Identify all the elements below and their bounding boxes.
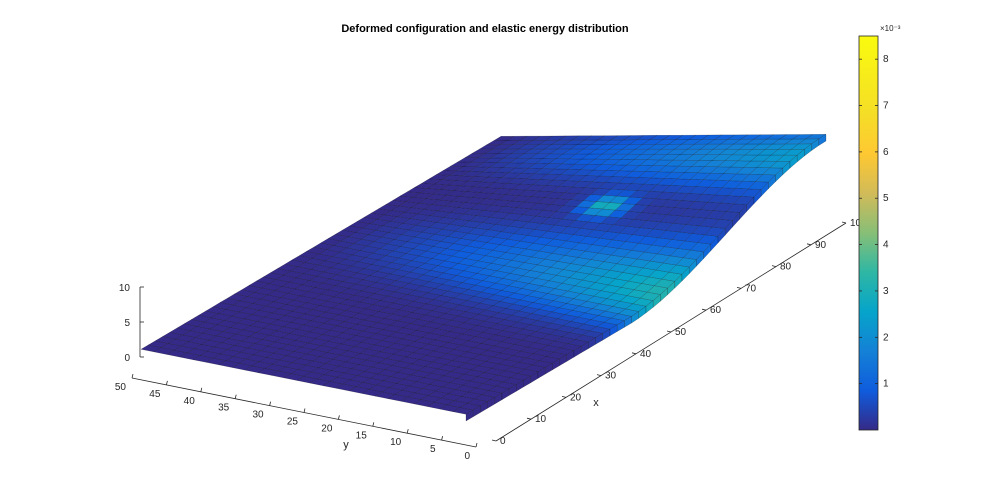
z-tick-label: 10: [119, 283, 131, 294]
y-tick-label: 50: [115, 382, 127, 393]
y-tick-label: 25: [287, 417, 299, 428]
x-tick-mark: [561, 396, 567, 398]
x-tick-label: 90: [815, 240, 827, 251]
x-tick-mark: [596, 374, 602, 376]
colorbar-tick-label: 4: [883, 240, 889, 251]
surface-side-cell: [818, 134, 827, 146]
z-tick-label: 5: [124, 318, 130, 329]
x-tick-mark: [526, 417, 532, 420]
x-tick-label: 50: [675, 327, 687, 338]
x-tick-mark: [771, 265, 777, 267]
x-tick-mark: [841, 221, 847, 224]
colorbar-gradient: [858, 35, 879, 431]
colorbar-tick-label: 1: [883, 379, 889, 390]
y-tick-label: 5: [430, 444, 436, 455]
x-axis-label: x: [593, 397, 599, 409]
x-tick-label: 70: [745, 283, 757, 294]
x-tick-label: 10: [535, 414, 547, 425]
y-tick-mark: [372, 422, 375, 427]
y-tick-label: 45: [149, 389, 161, 400]
y-tick-mark: [131, 373, 134, 379]
x-tick-mark: [631, 352, 637, 355]
axes: 0102030405060708090100051015202530354045…: [115, 218, 867, 462]
colorbar-multiplier: ×10⁻³: [880, 24, 901, 33]
y-tick-mark: [269, 401, 271, 406]
x-tick-mark: [806, 243, 812, 246]
y-tick-label: 15: [356, 430, 368, 441]
y-tick-mark: [303, 408, 306, 413]
y-tick-label: 30: [252, 410, 264, 421]
x-tick-mark: [701, 308, 707, 311]
colorbar-tick-label: 7: [883, 101, 889, 112]
x-tick-mark: [491, 439, 497, 442]
chart-title: Deformed configuration and elastic energ…: [341, 23, 629, 35]
x-tick-mark: [736, 287, 742, 289]
y-tick-label: 20: [321, 423, 333, 434]
y-tick-label: 10: [390, 437, 402, 448]
colorbar-ticks: 1 2 3 4 5 6 7 8: [859, 54, 889, 390]
surface-plot: [140, 134, 827, 422]
y-tick-label: 0: [464, 451, 470, 462]
y-tick-mark: [234, 394, 237, 399]
x-tick-label: 0: [500, 436, 506, 447]
y-tick-label: 40: [184, 396, 196, 407]
x-tick-label: 30: [605, 371, 617, 382]
x-tick-label: 40: [640, 349, 652, 360]
x-tick-mark: [666, 330, 672, 333]
x-tick-label: 80: [780, 262, 792, 273]
colorbar-tick-label: 3: [883, 286, 889, 297]
y-tick-mark: [200, 387, 203, 392]
colorbar-tick-label: 8: [883, 54, 889, 65]
x-tick-label: 60: [710, 305, 722, 316]
y-tick-mark: [338, 415, 340, 420]
colorbar-tick-label: 5: [883, 193, 889, 204]
y-tick-label: 35: [218, 403, 230, 414]
colorbar-tick-label: 6: [883, 147, 889, 158]
colorbar: 1 2 3 4 5 6 7 8 ×10⁻³: [858, 24, 901, 431]
y-tick-mark: [441, 436, 443, 441]
x-tick-label: 20: [570, 392, 582, 403]
colorbar-tick-label: 2: [883, 332, 889, 343]
x-tick-label: 100: [850, 218, 867, 229]
y-tick-mark: [406, 429, 409, 434]
z-tick-label: 0: [124, 353, 130, 364]
y-tick-mark: [166, 380, 168, 385]
y-tick-mark: [475, 442, 478, 448]
y-axis-label: y: [343, 439, 349, 451]
